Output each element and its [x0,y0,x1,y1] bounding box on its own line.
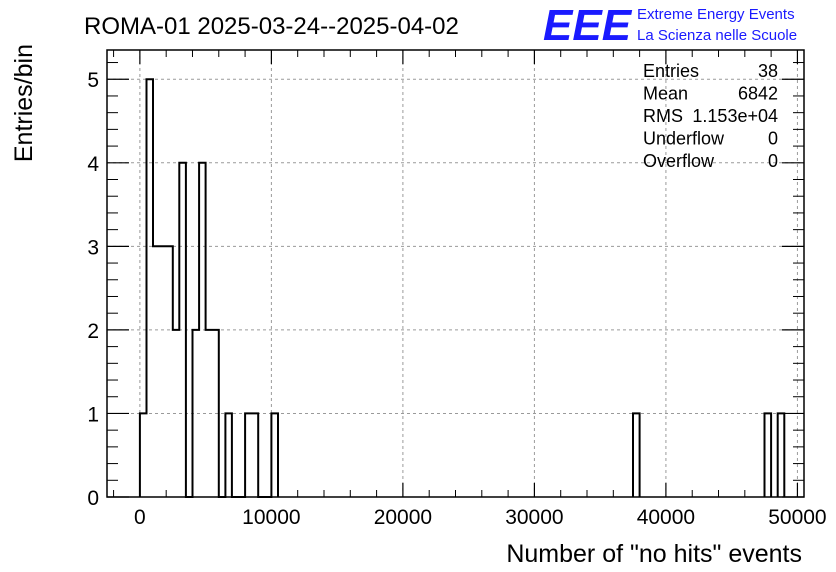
stats-value: 6842 [738,84,778,104]
logo-mark: EEE [543,1,633,50]
stats-value: 38 [758,61,778,81]
y-tick-label: 1 [87,403,99,426]
y-tick-label: 5 [87,69,99,92]
y-tick-label: 0 [87,487,99,510]
y-tick-label: 2 [87,320,99,343]
histogram-outline [138,78,786,498]
x-tick-label: 50000 [768,506,826,529]
plot-frame [106,49,805,498]
y-tick-label: 3 [87,236,99,259]
stats-label: Underflow [643,129,725,149]
x-tick-label: 20000 [374,506,432,529]
x-tick-label: 0 [134,506,146,529]
axis-ticks [107,50,804,498]
stats-box: Entries 38 Mean 6842 RMS 1.153e+04 Underflow 0 O… [643,61,778,171]
logo-line-1: Extreme Energy Events [637,6,795,23]
logo-line-2: La Scienza nelle Scuole [637,27,797,44]
x-tick-label: 30000 [505,506,563,529]
stats-label: Entries [643,61,699,81]
axis-tick-labels: 0 10000 20000 30000 40000 50000 0 1 2 3 4 5 [87,69,826,529]
eee-logo: EEE Extreme Energy Events La Scienza nel… [543,1,797,50]
stats-label: RMS [643,106,683,126]
x-tick-label: 40000 [637,506,695,529]
y-axis-label: Entries/bin [10,44,38,162]
stats-label: Overflow [643,151,715,171]
stats-value: 0 [768,151,778,171]
stats-value: 1.153e+04 [692,106,778,126]
stats-label: Mean [643,84,688,104]
x-tick-label: 10000 [242,506,300,529]
stats-value: 0 [768,129,778,149]
chart-title: ROMA-01 2025-03-24--2025-04-02 [84,13,459,40]
x-axis-label: Number of "no hits" events [506,540,802,568]
grid-lines [107,50,804,497]
y-tick-label: 4 [87,153,99,176]
